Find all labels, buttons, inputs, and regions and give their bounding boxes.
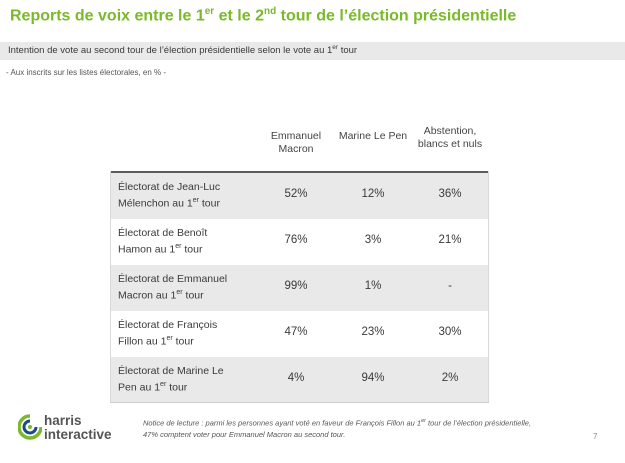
subtitle-bar: [0, 42, 625, 60]
row-label: Électorat de Emmanuel Macron au 1er tour: [118, 273, 228, 302]
logo-text: harris interactive: [44, 414, 112, 442]
population-note: - Aux inscrits sur les listes électorale…: [6, 68, 167, 77]
column-header-macron: Emmanuel Macron: [270, 130, 322, 155]
column-header-abstention: Abstention, blancs et nuls: [417, 125, 483, 150]
table-row: Électorat de Benoît Hamon au 1er tour 76…: [110, 219, 489, 265]
row-label: Électorat de Marine Le Pen au 1er tour: [118, 365, 224, 394]
page-title: Reports de voix entre le 1er et le 2nd t…: [10, 6, 517, 25]
cell-le-pen: 12%: [361, 188, 385, 200]
table-right-border: [488, 171, 489, 402]
table-row: Électorat de François Fillon au 1er tour…: [110, 311, 489, 357]
cell-le-pen: 1%: [364, 280, 382, 292]
cell-macron: 52%: [284, 188, 308, 200]
cell-abstention: -: [448, 280, 452, 292]
table-top-rule: [110, 171, 489, 173]
cell-macron: 76%: [284, 234, 308, 246]
cell-abstention: 36%: [438, 188, 462, 200]
page-number: 7: [593, 432, 598, 441]
cell-le-pen: 94%: [361, 372, 385, 384]
row-label: Électorat de Jean-Luc Mélenchon au 1er t…: [118, 181, 221, 210]
subtitle: Intention de vote au second tour de l’él…: [8, 44, 358, 57]
table-row: Électorat de Marine Le Pen au 1er tour 4…: [110, 357, 489, 403]
logo-line-1: harris: [44, 413, 82, 428]
cell-macron: 47%: [284, 326, 308, 338]
row-label: Électorat de Benoît Hamon au 1er tour: [118, 227, 208, 256]
table-row: Électorat de Emmanuel Macron au 1er tour…: [110, 265, 489, 311]
cell-macron: 4%: [287, 372, 305, 384]
cell-le-pen: 23%: [361, 326, 385, 338]
table-row: Électorat de Jean-Luc Mélenchon au 1er t…: [110, 173, 489, 219]
cell-le-pen: 3%: [364, 234, 382, 246]
reading-notice: Notice de lecture : parmi les personnes …: [143, 418, 532, 439]
cell-macron: 99%: [284, 280, 308, 292]
table-bottom-rule: [110, 402, 489, 403]
row-label: Électorat de François Fillon au 1er tour: [118, 319, 218, 348]
column-header-le-pen: Marine Le Pen: [338, 130, 408, 142]
cell-abstention: 21%: [438, 234, 462, 246]
cell-abstention: 30%: [438, 326, 462, 338]
cell-abstention: 2%: [441, 372, 459, 384]
table-left-border: [110, 171, 111, 402]
harris-interactive-logo-icon: [18, 414, 42, 440]
logo-line-2: interactive: [44, 427, 112, 442]
